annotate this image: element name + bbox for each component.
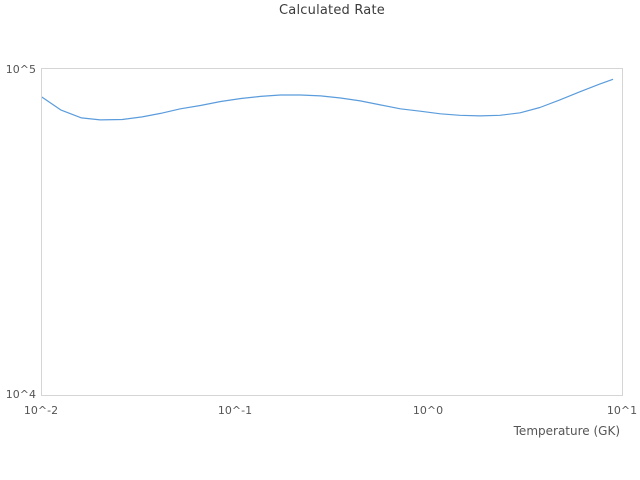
plot-area xyxy=(41,68,623,396)
x-axis-title: Temperature (GK) xyxy=(513,424,620,438)
y-tick-label-1e5: 10^5 xyxy=(5,63,36,76)
chart-title: Calculated Rate xyxy=(279,3,385,18)
x-tick-label-1e1: 10^1 xyxy=(606,404,638,417)
x-tick-label-1e0: 10^0 xyxy=(412,404,444,417)
y-tick-label-1e4: 10^4 xyxy=(5,388,36,401)
x-tick-label-1e-1: 10^-1 xyxy=(217,404,253,417)
rate-curve-svg xyxy=(42,78,614,121)
x-tick-label-1e-2: 10^-2 xyxy=(23,404,59,417)
rate-line xyxy=(42,78,614,121)
